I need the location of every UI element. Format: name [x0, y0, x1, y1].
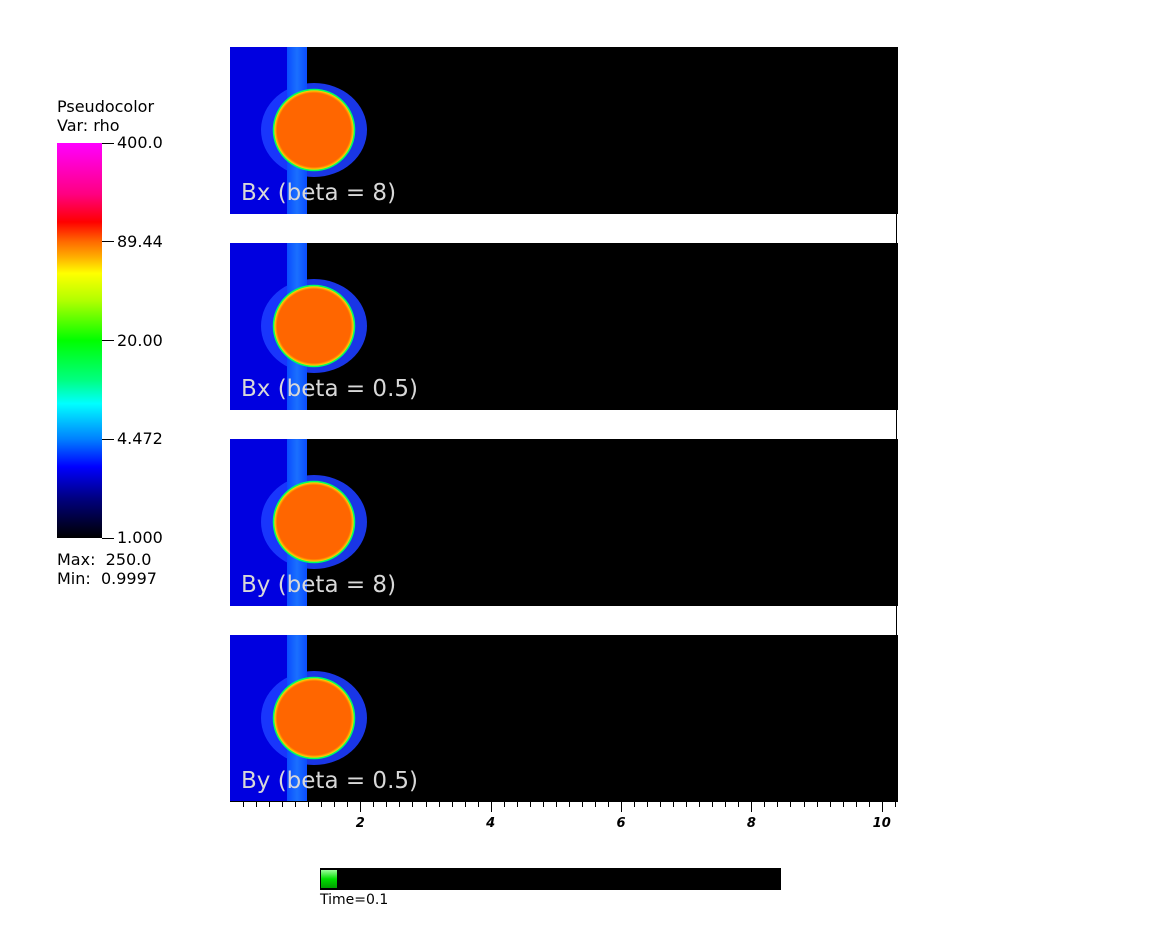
panel-separator — [896, 606, 897, 635]
x-minor-tick — [425, 802, 427, 807]
x-minor-tick — [282, 802, 284, 807]
x-minor-tick — [738, 802, 740, 807]
colorbar — [57, 143, 102, 538]
panel-plot — [230, 243, 898, 410]
x-axis: 2 4 6 8 10 — [230, 801, 898, 836]
x-minor-tick — [464, 802, 466, 807]
x-minor-tick — [581, 802, 583, 807]
colorbar-tick-label: 400.0 — [117, 133, 163, 152]
cloud-edge — [272, 480, 356, 564]
x-minor-tick — [660, 802, 662, 807]
x-minor-tick — [803, 802, 805, 807]
x-minor-tick — [399, 802, 401, 807]
x-axis-line — [230, 801, 898, 802]
x-tick-label: 8 — [746, 816, 756, 831]
panel: Bx (beta = 0.5) — [230, 243, 898, 410]
colorbar-tick-label: 20.00 — [117, 330, 163, 350]
colorbar-tick-label: 4.472 — [117, 429, 163, 449]
cloud-edge — [272, 284, 356, 368]
colorbar-tick — [102, 142, 114, 144]
panel-label: By (beta = 0.5) — [241, 768, 418, 794]
x-tick-label: 10 — [872, 816, 891, 831]
x-minor-tick — [607, 802, 609, 807]
time-label: Time=0.1 — [320, 892, 389, 908]
x-minor-tick — [412, 802, 414, 807]
cloud — [273, 285, 355, 367]
x-minor-tick — [529, 802, 531, 807]
x-minor-tick — [256, 802, 258, 807]
colorbar-tick — [102, 241, 114, 243]
x-minor-tick — [725, 802, 727, 807]
x-minor-tick — [855, 802, 857, 807]
panel: Bx (beta = 8) — [230, 47, 898, 214]
x-minor-tick — [816, 802, 818, 807]
x-minor-tick — [516, 802, 518, 807]
x-minor-tick — [295, 802, 297, 807]
x-minor-tick — [829, 802, 831, 807]
colorbar-tick — [102, 340, 114, 341]
cloud-edge — [272, 88, 356, 172]
x-minor-tick — [243, 802, 245, 807]
x-minor-tick — [634, 802, 636, 807]
x-minor-tick — [503, 802, 505, 807]
legend-variable: Var: rho — [57, 116, 120, 135]
panel-separator — [896, 214, 897, 243]
x-tick-label: 2 — [355, 816, 365, 831]
legend-max: Max: 250.0 — [57, 550, 152, 569]
x-minor-tick — [477, 802, 479, 807]
x-minor-tick — [321, 802, 323, 807]
cloud-edge — [272, 676, 356, 760]
x-minor-tick — [699, 802, 701, 807]
x-major-tick — [881, 802, 883, 812]
x-minor-tick — [790, 802, 792, 807]
x-minor-tick — [308, 802, 310, 807]
x-tick-label: 4 — [486, 816, 496, 831]
x-major-tick — [621, 802, 623, 812]
x-minor-tick — [555, 802, 557, 807]
legend-title: Pseudocolor — [57, 97, 155, 116]
panel-plot — [230, 439, 898, 606]
panel-label: By (beta = 8) — [241, 572, 397, 598]
colorbar-tick-label: 89.44 — [117, 231, 163, 251]
panel-separator — [896, 410, 897, 439]
x-minor-tick — [686, 802, 688, 807]
x-minor-tick — [386, 802, 388, 807]
x-minor-tick — [334, 802, 336, 807]
colorbar-tick — [102, 537, 114, 539]
x-minor-tick — [777, 802, 779, 807]
panel: By (beta = 0.5) — [230, 635, 898, 802]
panel-label: Bx (beta = 0.5) — [241, 376, 418, 402]
x-minor-tick — [673, 802, 675, 807]
x-minor-tick — [542, 802, 544, 807]
legend-min: Min: 0.9997 — [57, 569, 157, 588]
x-minor-tick — [568, 802, 570, 807]
time-slider — [320, 868, 781, 890]
x-minor-tick — [451, 802, 453, 807]
cloud — [273, 89, 355, 171]
x-major-tick — [490, 802, 492, 812]
x-tick-label: 6 — [616, 816, 626, 831]
x-minor-tick — [712, 802, 714, 807]
time-slider-fill — [321, 870, 338, 888]
colorbar-tick-label: 1.000 — [117, 528, 163, 547]
x-minor-tick — [438, 802, 440, 807]
x-minor-tick — [842, 802, 844, 807]
colorbar-tick — [102, 438, 114, 440]
x-minor-tick — [347, 802, 349, 807]
x-minor-tick — [764, 802, 766, 807]
cloud — [273, 677, 355, 759]
x-major-tick — [360, 802, 362, 812]
x-minor-tick — [868, 802, 870, 807]
panel-plot — [230, 635, 898, 802]
x-major-tick — [751, 802, 753, 812]
cloud — [273, 481, 355, 563]
panel-plot — [230, 47, 898, 214]
x-minor-tick — [373, 802, 375, 807]
panel-label: Bx (beta = 8) — [241, 180, 397, 206]
x-minor-tick — [594, 802, 596, 807]
x-minor-tick — [894, 802, 896, 807]
x-minor-tick — [647, 802, 649, 807]
x-minor-tick — [269, 802, 271, 807]
panel: By (beta = 8) — [230, 439, 898, 606]
